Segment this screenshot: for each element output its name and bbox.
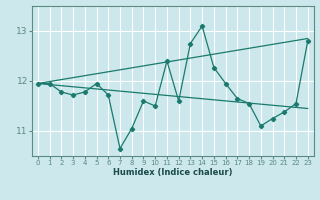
X-axis label: Humidex (Indice chaleur): Humidex (Indice chaleur) [113, 168, 233, 177]
